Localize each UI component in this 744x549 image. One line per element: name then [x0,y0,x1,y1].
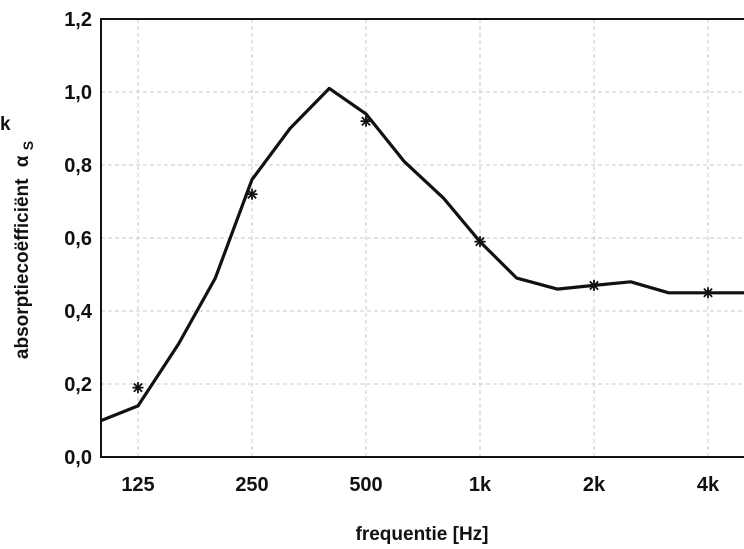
data-point-marker [246,188,258,200]
corner-mark: k [0,114,11,135]
y-tick-label: 1,2 [64,9,92,31]
plot-frame [100,18,744,458]
y-axis-title-subscript: S [20,141,36,150]
data-point-marker [702,287,714,299]
marker-group [132,115,714,394]
y-tick-label: 0,0 [64,447,92,469]
x-tick-label: 125 [121,474,154,496]
grid [101,19,744,457]
y-tick-label: 0,2 [64,374,92,396]
x-tick-label: 1k [469,474,492,496]
y-tick-label: 0,8 [64,155,92,177]
y-axis-title-text: absorptiecoëfficiënt [12,178,33,359]
y-tick-labels: 0,0 0,2 0,4 0,6 0,8 1,0 1,2 [64,9,93,469]
x-tick-label: 4k [697,474,720,496]
series-line-group [100,86,744,422]
data-point-marker [588,279,600,291]
x-tick-label: 250 [235,474,268,496]
data-point-marker [474,236,486,248]
y-tick-label: 0,6 [64,228,92,250]
y-tick-label: 1,0 [64,82,92,104]
y-axis-title-symbol: α [12,155,33,167]
data-point-marker [360,115,372,127]
y-tick-label: 0,4 [64,301,93,323]
series-line [100,86,744,422]
x-tick-labels: 125 250 500 1k 2k 4k [121,474,720,496]
x-axis-title: frequentie [Hz] [356,524,489,545]
data-point-marker [132,382,144,394]
x-tick-label: 2k [583,474,606,496]
x-tick-label: 500 [349,474,382,496]
y-axis-title: absorptiecoëfficiënt α S [12,141,36,359]
